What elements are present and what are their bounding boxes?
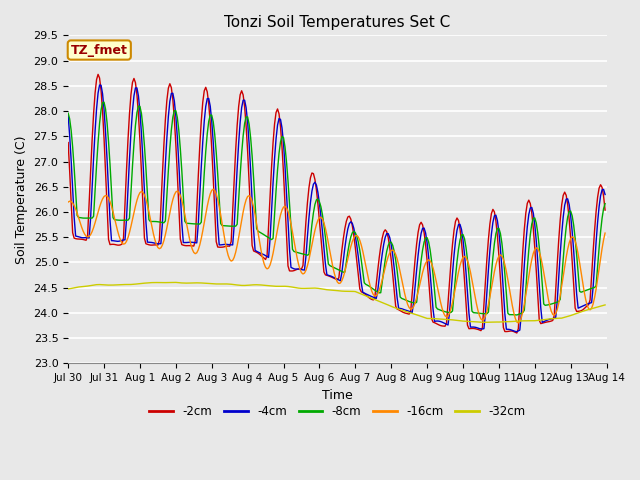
Line: -16cm: -16cm (68, 189, 605, 323)
Line: -8cm: -8cm (68, 102, 605, 315)
-2cm (513, 330, 521, 336)
-16cm (244, 193, 252, 199)
-8cm (226, 223, 234, 229)
Line: -32cm: -32cm (68, 282, 605, 322)
-2cm (244, 148, 252, 154)
-4cm (253, 249, 260, 254)
-2cm (301, 240, 308, 246)
-16cm (301, 270, 308, 276)
-32cm (601, 302, 609, 308)
-32cm (574, 310, 582, 316)
-16cm (209, 186, 217, 192)
-8cm (574, 270, 582, 276)
-16cm (601, 230, 609, 236)
-16cm (574, 251, 582, 257)
-32cm (301, 286, 308, 291)
-8cm (132, 122, 140, 128)
-4cm (226, 242, 234, 248)
-2cm (253, 250, 260, 255)
-32cm (64, 286, 72, 292)
-8cm (253, 226, 260, 231)
-4cm (601, 192, 609, 197)
-2cm (574, 308, 582, 314)
-2cm (226, 243, 234, 249)
-32cm (226, 281, 234, 287)
-16cm (130, 210, 138, 216)
Title: Tonzi Soil Temperatures Set C: Tonzi Soil Temperatures Set C (224, 15, 451, 30)
-8cm (301, 252, 308, 257)
-4cm (574, 305, 582, 311)
-2cm (94, 72, 102, 77)
-16cm (226, 256, 234, 262)
Text: TZ_fmet: TZ_fmet (71, 44, 128, 57)
-4cm (132, 85, 140, 91)
-8cm (601, 201, 609, 206)
Legend: -2cm, -4cm, -8cm, -16cm, -32cm: -2cm, -4cm, -8cm, -16cm, -32cm (145, 401, 530, 423)
Line: -4cm: -4cm (68, 85, 605, 332)
-16cm (515, 320, 522, 326)
X-axis label: Time: Time (322, 389, 353, 402)
-32cm (481, 319, 489, 325)
-2cm (132, 80, 140, 85)
-8cm (64, 110, 72, 116)
-4cm (301, 267, 308, 273)
-32cm (253, 282, 260, 288)
-2cm (601, 207, 609, 213)
-4cm (244, 120, 252, 125)
-8cm (100, 99, 108, 105)
-32cm (170, 279, 178, 285)
-4cm (64, 113, 72, 119)
Line: -2cm: -2cm (68, 74, 605, 333)
Y-axis label: Soil Temperature (C): Soil Temperature (C) (15, 135, 28, 264)
-4cm (96, 82, 104, 88)
-8cm (513, 312, 521, 318)
-2cm (64, 140, 72, 145)
-32cm (130, 281, 138, 287)
-8cm (244, 114, 252, 120)
-16cm (253, 221, 260, 227)
-4cm (513, 329, 521, 335)
-32cm (244, 282, 252, 288)
-16cm (64, 199, 72, 205)
